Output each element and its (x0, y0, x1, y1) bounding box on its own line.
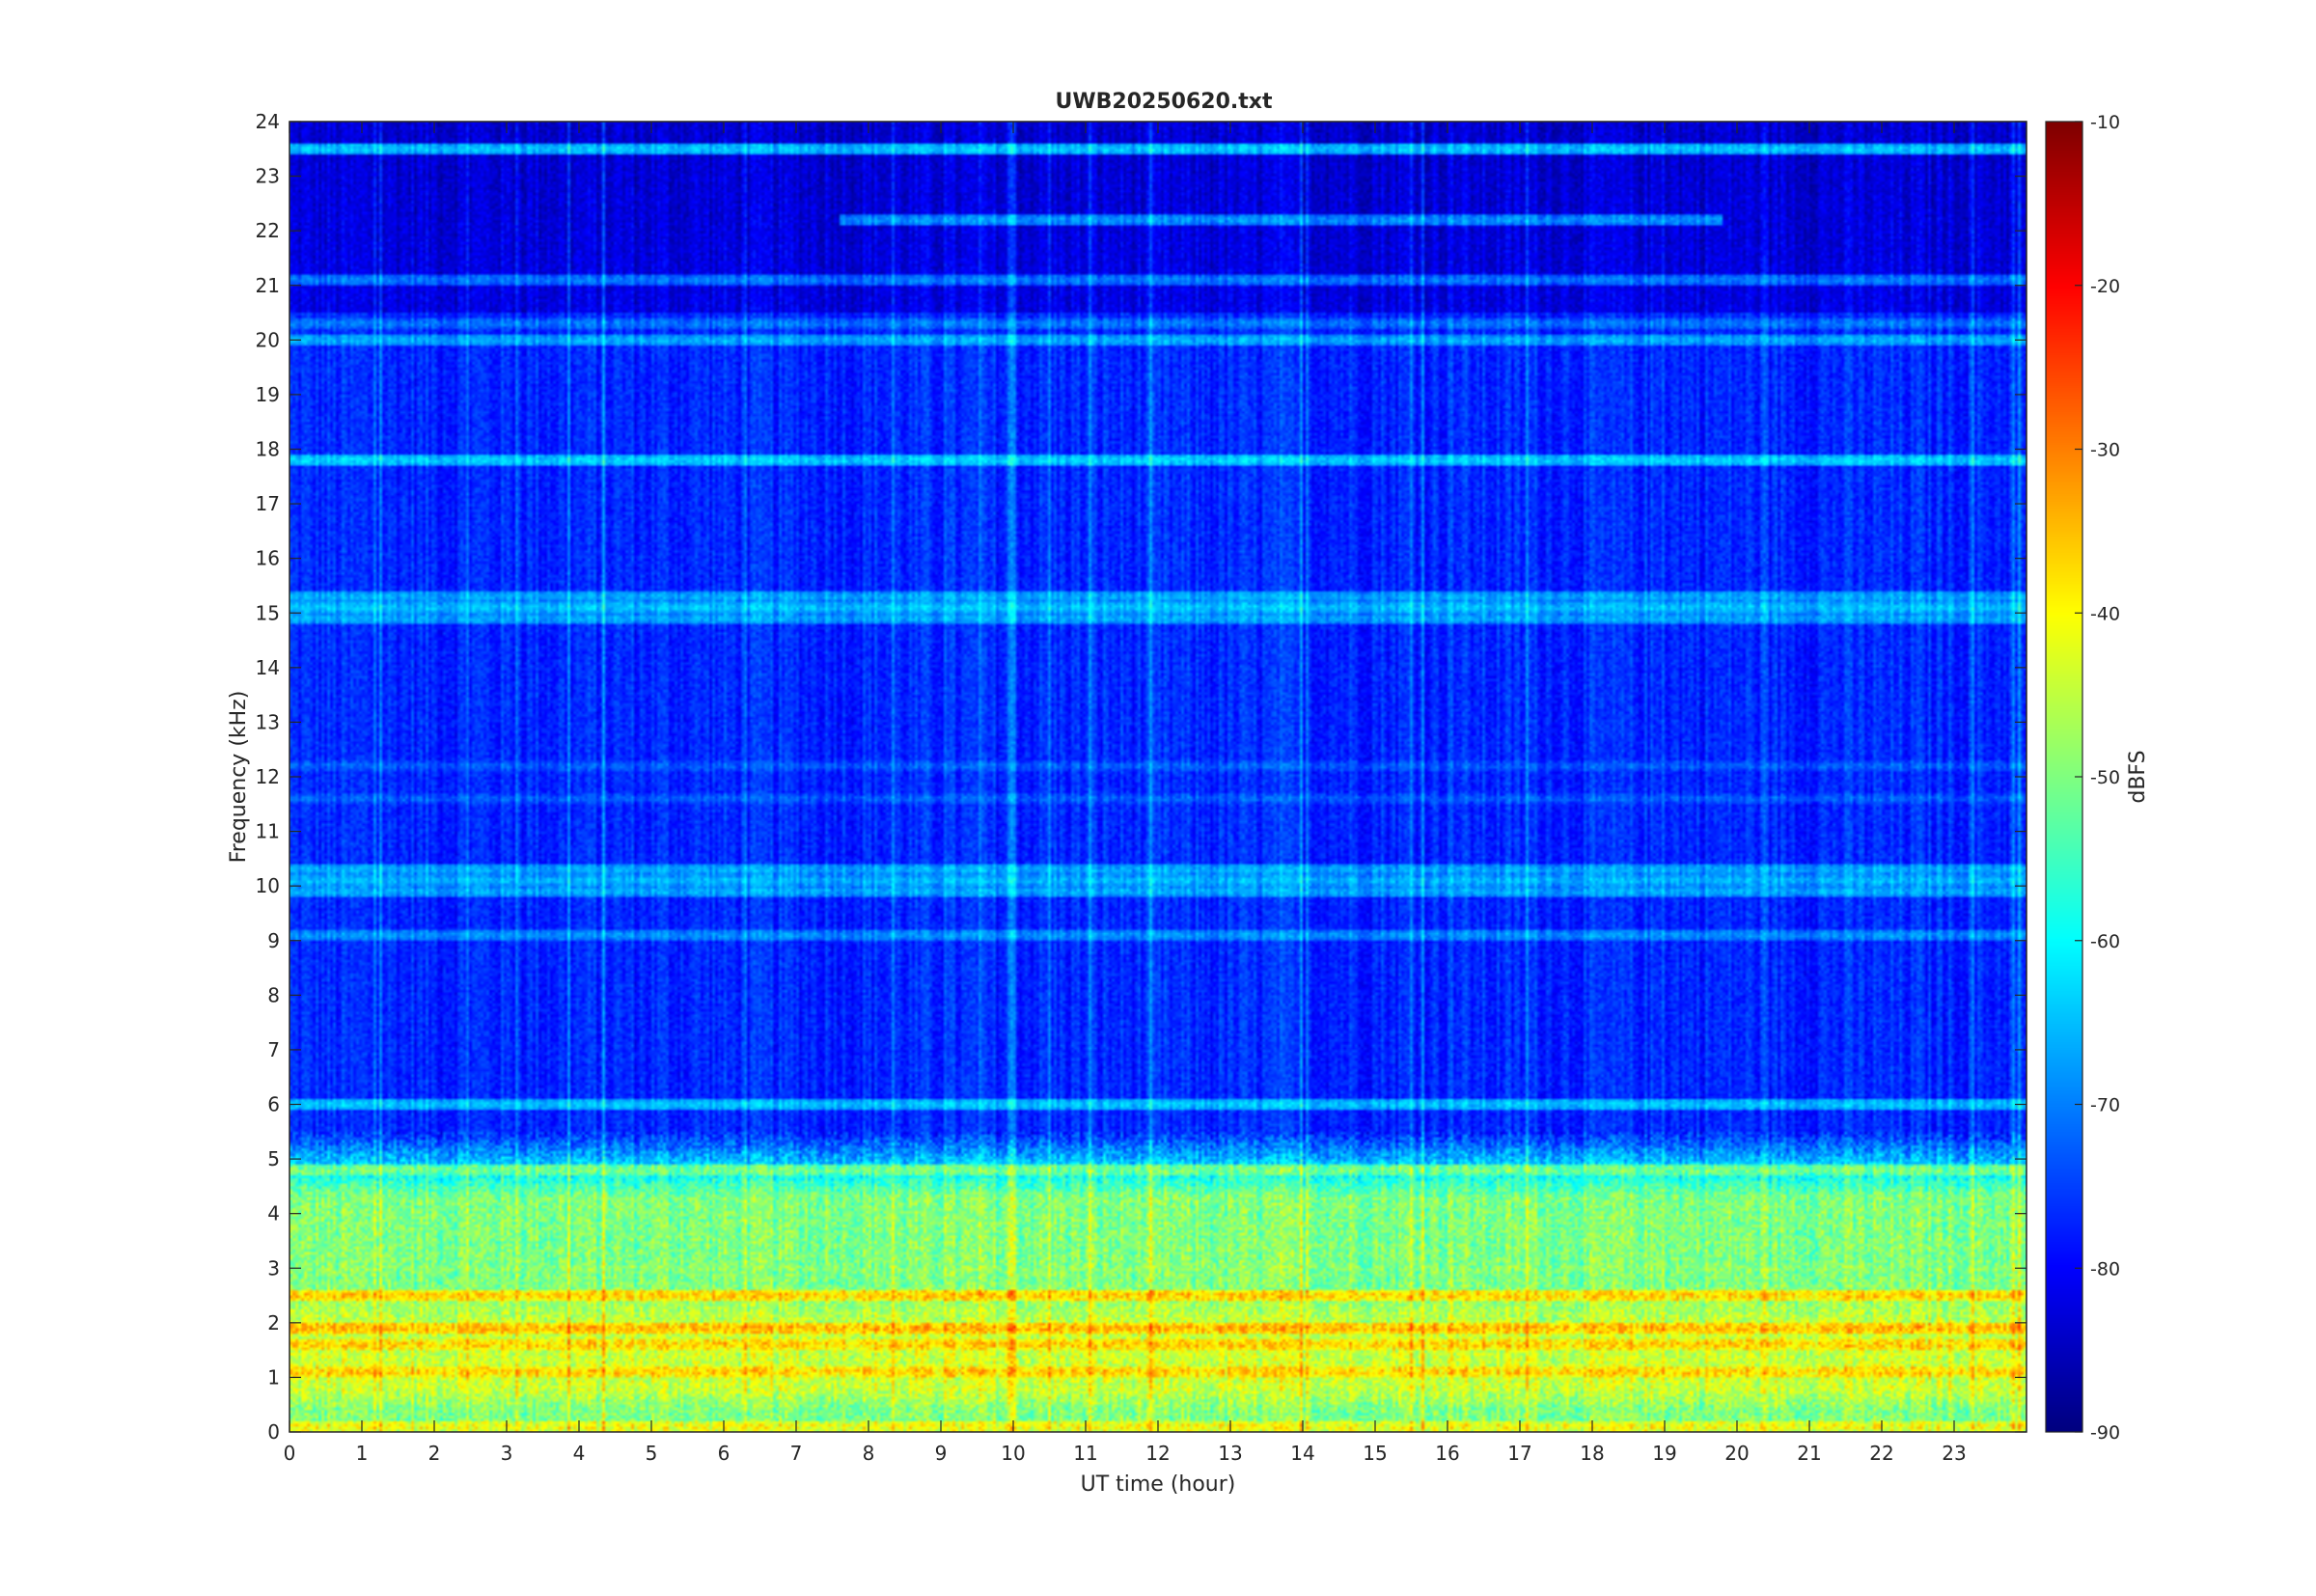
colorbar-tick-label: -40 (2090, 603, 2120, 624)
x-tick-label: 3 (501, 1442, 513, 1465)
x-tick-label: 20 (1724, 1442, 1749, 1465)
y-tick-label: 1 (267, 1365, 280, 1389)
y-tick-label: 22 (256, 219, 280, 242)
x-tick-label: 19 (1652, 1442, 1676, 1465)
x-tick-label: 22 (1869, 1442, 1893, 1465)
plot-area: 0 1 2 3 4 5 6 7 8 9 10 11 12 13 14 15 16 17 18 19 20 21 22 23 0… (256, 110, 2027, 1465)
y-tick-label: 5 (267, 1147, 280, 1170)
colorbar: -10 -20 -30 -40 -50 -60 -70 -80 -90 dBFS (2045, 112, 2150, 1444)
y-tick-label: 4 (267, 1202, 280, 1225)
colorbar-tick-label: -20 (2090, 276, 2120, 297)
y-tick-label: 2 (267, 1311, 280, 1335)
chart-title: UWB20250620.txt (1056, 90, 1273, 114)
y-tick-label: 23 (256, 165, 280, 188)
x-axis-ticks: 0 1 2 3 4 5 6 7 8 9 10 11 12 13 14 15 16 17 18 19 20 21 22 23 (284, 122, 1967, 1465)
x-tick-label: 4 (573, 1442, 586, 1465)
x-tick-label: 14 (1290, 1442, 1314, 1465)
x-tick-label: 23 (1942, 1442, 1966, 1465)
x-tick-label: 9 (935, 1442, 948, 1465)
y-tick-label: 20 (256, 328, 280, 351)
y-tick-label: 16 (256, 547, 280, 570)
x-tick-label: 17 (1507, 1442, 1531, 1465)
y-tick-label: 19 (256, 383, 280, 406)
x-tick-label: 11 (1073, 1442, 1097, 1465)
x-tick-label: 15 (1363, 1442, 1387, 1465)
x-tick-label: 21 (1797, 1442, 1821, 1465)
spectrogram-heatmap (290, 122, 2026, 1432)
x-tick-label: 6 (718, 1442, 731, 1465)
y-axis-label: Frequency (kHz) (227, 691, 251, 864)
y-tick-label: 24 (256, 110, 280, 133)
x-tick-label: 13 (1218, 1442, 1242, 1465)
x-tick-label: 5 (646, 1442, 658, 1465)
y-tick-label: 0 (267, 1420, 280, 1444)
colorbar-tick-label: -90 (2090, 1422, 2120, 1444)
x-tick-label: 12 (1145, 1442, 1170, 1465)
x-tick-label: 2 (428, 1442, 441, 1465)
x-axis-label: UT time (hour) (1081, 1472, 1236, 1497)
x-tick-label: 8 (863, 1442, 875, 1465)
y-tick-label: 10 (256, 874, 280, 897)
colorbar-tick-label: -50 (2090, 767, 2120, 788)
y-tick-label: 9 (267, 929, 280, 952)
x-tick-label: 0 (284, 1442, 296, 1465)
colorbar-tick-label: -10 (2090, 112, 2120, 133)
colorbar-tick-label: -70 (2090, 1095, 2120, 1116)
x-tick-label: 1 (356, 1442, 369, 1465)
colorbar-tick-label: -60 (2090, 931, 2120, 952)
y-tick-label: 12 (256, 765, 280, 788)
y-tick-label: 21 (256, 274, 280, 297)
y-tick-label: 17 (256, 492, 280, 515)
y-tick-label: 11 (256, 820, 280, 843)
x-tick-label: 10 (1001, 1442, 1025, 1465)
y-tick-label: 14 (256, 656, 280, 679)
y-tick-label: 18 (256, 438, 280, 461)
colorbar-tick-label: -80 (2090, 1258, 2120, 1280)
y-tick-label: 6 (267, 1093, 280, 1116)
y-tick-label: 7 (267, 1038, 280, 1061)
colorbar-ticks: -10 -20 -30 -40 -50 -60 -70 -80 -90 (2075, 112, 2120, 1444)
x-tick-label: 18 (1580, 1442, 1604, 1465)
x-tick-label: 7 (790, 1442, 803, 1465)
y-tick-label: 13 (256, 710, 280, 733)
x-tick-label: 16 (1435, 1442, 1459, 1465)
colorbar-label: dBFS (2126, 750, 2150, 803)
y-tick-label: 3 (267, 1256, 280, 1280)
y-tick-label: 15 (256, 601, 280, 624)
y-tick-label: 8 (267, 983, 280, 1006)
colorbar-tick-label: -30 (2090, 440, 2120, 461)
